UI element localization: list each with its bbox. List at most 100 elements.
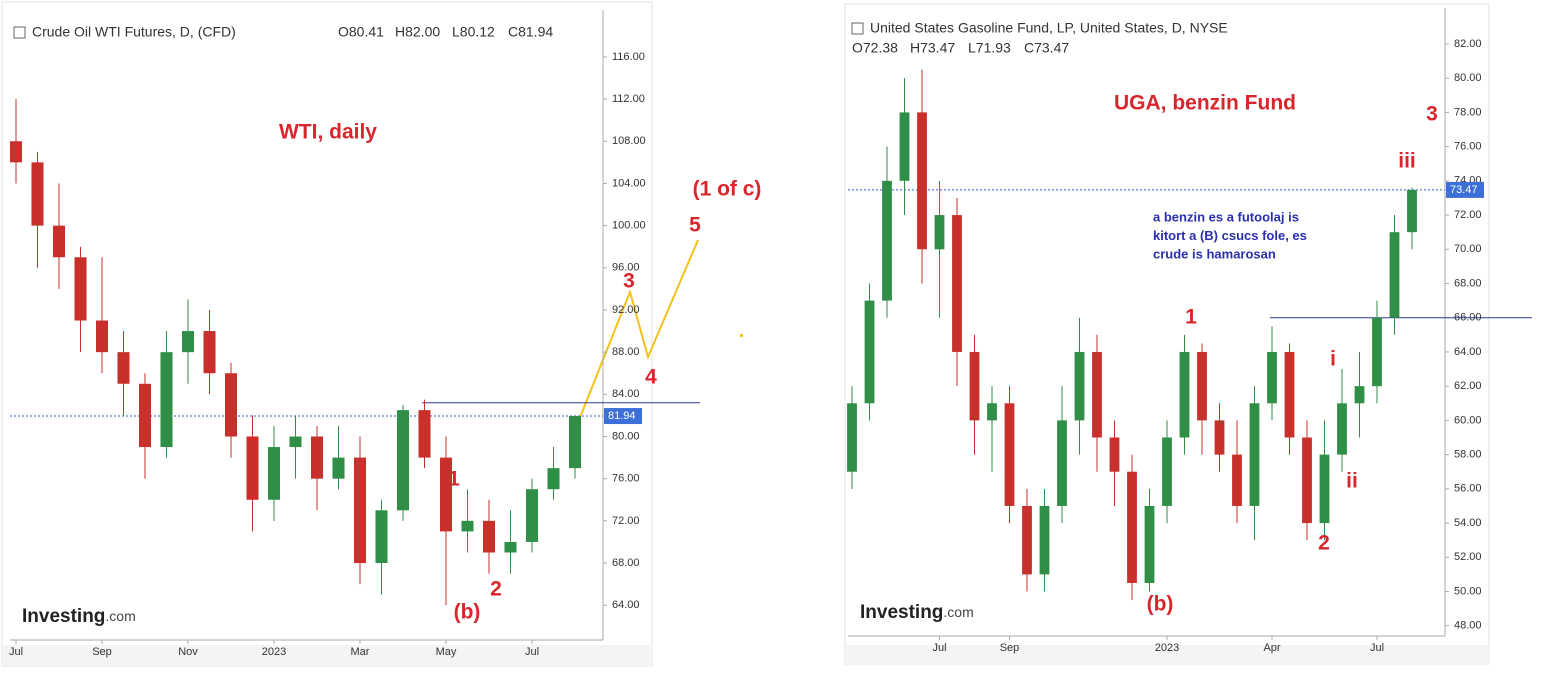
candle-body (934, 215, 945, 250)
y-tick-label: 64.00 (612, 599, 640, 611)
toolbar (845, 645, 1489, 664)
annotation: 1 (1185, 306, 1197, 329)
candle-body (224, 373, 238, 437)
y-tick-label: 82.00 (1454, 38, 1482, 50)
candle-body (461, 520, 474, 532)
ohlc-value: C73.47 (1024, 40, 1069, 56)
y-tick-label: 112.00 (612, 93, 645, 105)
candle-body (882, 180, 892, 301)
price-tag-label: 73.47 (1450, 184, 1478, 196)
annotation: i (1330, 348, 1336, 371)
candle-body (1284, 351, 1295, 438)
watermark: Investing.com (860, 602, 974, 623)
candle-body (95, 320, 109, 353)
candle-body (117, 352, 130, 384)
y-tick-label: 62.00 (1454, 380, 1482, 392)
candle-body (1039, 505, 1050, 575)
candle-body (1197, 351, 1207, 421)
chart-title: United States Gasoline Fund, LP, United … (870, 20, 1228, 36)
candle-body (1109, 437, 1120, 472)
annotation: (1 of c) (693, 178, 762, 201)
collapse-icon (13, 26, 26, 39)
note: a benzin es a futoolaj is (1153, 209, 1299, 224)
y-tick-label: 88.00 (612, 346, 640, 358)
y-tick-label: 76.00 (612, 473, 640, 485)
price-tag-label: 81.94 (608, 410, 636, 422)
candle-body (1249, 403, 1260, 506)
annotation: (b) (454, 601, 481, 624)
ohlc-value: L80.12 (452, 24, 495, 40)
y-tick-label: 96.00 (612, 262, 640, 274)
candle-body (1232, 454, 1242, 506)
annotation: WTI, daily (279, 121, 377, 144)
candle-body (246, 436, 259, 500)
y-tick-label: 68.00 (1454, 277, 1482, 289)
x-tick-label: Nov (178, 646, 198, 658)
candle-body (525, 489, 539, 542)
ohlc-value: O80.41 (338, 24, 384, 40)
candle-body (1057, 420, 1067, 506)
y-tick-label: 84.00 (612, 388, 640, 400)
candle-body (568, 416, 582, 469)
ohlc-value: H73.47 (910, 40, 955, 56)
annotation: 3 (623, 270, 635, 293)
y-tick-label: 80.00 (612, 430, 640, 442)
candle-body (353, 457, 367, 564)
annotation: (b) (1147, 593, 1174, 616)
candle-body (917, 112, 927, 250)
y-tick-label: 60.00 (1454, 414, 1482, 426)
annotation: ii (1346, 470, 1358, 493)
candle-body (74, 257, 87, 321)
chart-title: Crude Oil WTI Futures, D, (CFD) (32, 24, 236, 40)
watermark-text: Investing (22, 606, 105, 627)
candle-body (1354, 386, 1365, 404)
annotation: iii (1398, 150, 1416, 173)
y-tick-label: 68.00 (612, 557, 640, 569)
candle-body (864, 300, 875, 404)
y-tick-label: 64.00 (1454, 346, 1482, 358)
candle-body (1302, 437, 1312, 524)
candle-body (1179, 351, 1190, 438)
x-tick-label: Mar (351, 646, 370, 658)
watermark-suffix: .com (943, 604, 973, 620)
y-tick-label: 80.00 (1454, 72, 1482, 84)
candle-body (1407, 189, 1417, 233)
y-tick-label: 92.00 (612, 304, 640, 316)
y-tick-label: 72.00 (1454, 209, 1482, 221)
price-tag (604, 408, 642, 425)
y-tick-label: 50.00 (1454, 585, 1482, 597)
y-tick-label: 104.00 (612, 177, 646, 189)
candle-body (181, 331, 195, 353)
note: crude is hamarosan (1153, 246, 1276, 261)
ohlc-value: C81.94 (508, 24, 553, 40)
ohlc-value: L71.93 (968, 40, 1011, 56)
x-tick-label: Jul (932, 642, 946, 654)
candle-body (1372, 317, 1382, 387)
y-tick-label: 70.00 (1454, 243, 1482, 255)
candle-body (1144, 505, 1155, 583)
watermark: Investing.com (22, 606, 136, 627)
candle-body (1022, 505, 1032, 575)
x-tick-label: Sep (1000, 642, 1020, 654)
annotation: 5 (689, 214, 701, 237)
y-tick-label: 78.00 (1454, 106, 1482, 118)
note: kitort a (B) csucs fole, es (1153, 228, 1307, 243)
x-tick-label: 2023 (262, 646, 286, 658)
candle-body (1389, 232, 1400, 318)
dot (740, 334, 743, 337)
x-tick-label: 2023 (1155, 642, 1179, 654)
candle-body (482, 520, 496, 553)
candle-body (1162, 437, 1172, 506)
candle-body (439, 457, 453, 532)
candle-body (332, 457, 345, 479)
y-tick-label: 72.00 (612, 515, 640, 527)
toolbar (2, 645, 652, 666)
candle-body (1092, 351, 1102, 438)
annotation: UGA, benzin Fund (1114, 92, 1296, 115)
candle-body (289, 436, 302, 448)
candle-body (52, 225, 66, 258)
candle-body (987, 403, 997, 421)
x-tick-label: May (436, 646, 457, 658)
panel (1, 1, 653, 667)
